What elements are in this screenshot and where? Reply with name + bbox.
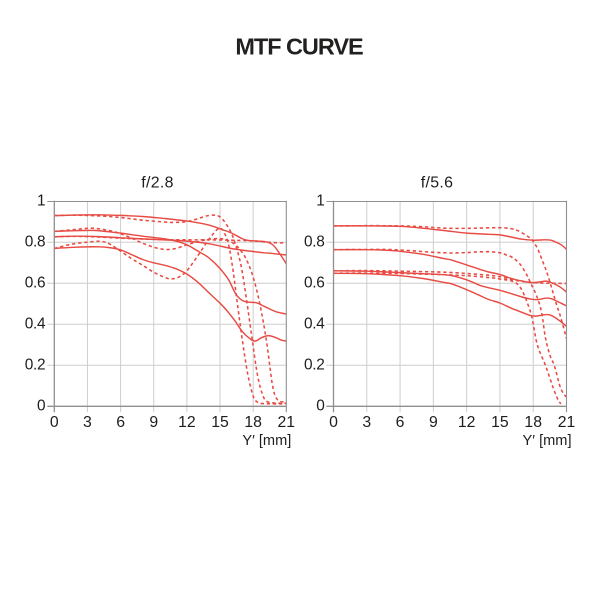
- svg-text:Y′ [mm]: Y′ [mm]: [242, 433, 291, 449]
- svg-text:12: 12: [178, 414, 196, 431]
- svg-text:0.4: 0.4: [304, 315, 325, 332]
- svg-text:9: 9: [149, 414, 158, 431]
- svg-text:0.8: 0.8: [25, 233, 46, 250]
- svg-text:1: 1: [316, 192, 324, 209]
- svg-text:0: 0: [50, 414, 59, 431]
- svg-text:21: 21: [278, 414, 296, 431]
- svg-text:0.6: 0.6: [25, 274, 46, 291]
- svg-text:Y′ [mm]: Y′ [mm]: [523, 433, 572, 449]
- svg-text:6: 6: [116, 414, 125, 431]
- svg-text:18: 18: [524, 414, 542, 431]
- svg-text:9: 9: [429, 414, 438, 431]
- svg-text:0: 0: [329, 414, 338, 431]
- svg-text:18: 18: [244, 414, 262, 431]
- svg-text:0.2: 0.2: [25, 356, 46, 373]
- svg-text:15: 15: [211, 414, 229, 431]
- svg-text:6: 6: [396, 414, 405, 431]
- svg-text:0.4: 0.4: [25, 315, 46, 332]
- svg-text:1: 1: [37, 192, 45, 209]
- svg-text:f/2.8: f/2.8: [141, 174, 173, 191]
- svg-text:0: 0: [37, 397, 45, 414]
- svg-text:MTF CURVE: MTF CURVE: [235, 34, 363, 60]
- svg-text:f/5.6: f/5.6: [421, 174, 453, 191]
- svg-text:3: 3: [83, 414, 92, 431]
- svg-text:12: 12: [458, 414, 476, 431]
- svg-text:0: 0: [316, 397, 324, 414]
- svg-text:3: 3: [362, 414, 371, 431]
- svg-text:0.8: 0.8: [304, 233, 325, 250]
- svg-text:0.6: 0.6: [304, 274, 325, 291]
- svg-text:15: 15: [491, 414, 509, 431]
- svg-text:21: 21: [558, 414, 576, 431]
- svg-text:0.2: 0.2: [304, 356, 325, 373]
